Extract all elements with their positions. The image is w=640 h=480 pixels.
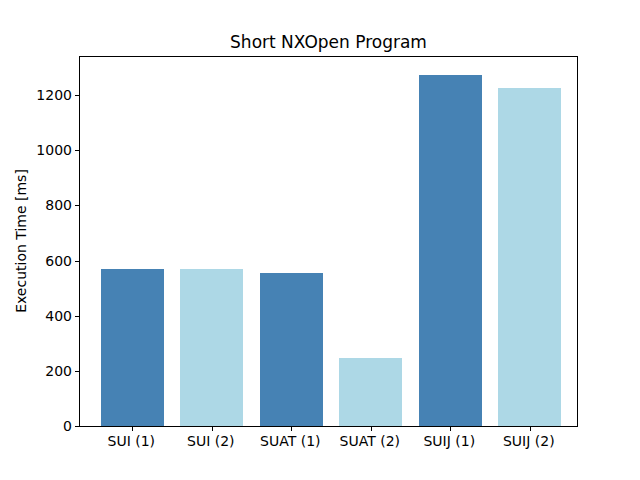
y-tick-mark bbox=[75, 316, 79, 317]
x-tick-label: SUAT (2) bbox=[325, 433, 415, 449]
x-tick-label: SUIJ (1) bbox=[404, 433, 494, 449]
y-tick-label: 1200 bbox=[32, 88, 72, 102]
x-tick-label: SUIJ (2) bbox=[484, 433, 574, 449]
x-tick-label: SUI (2) bbox=[166, 433, 256, 449]
x-tick-mark bbox=[530, 427, 531, 431]
x-tick-label: SUI (1) bbox=[86, 433, 176, 449]
bar-suij-2 bbox=[498, 88, 561, 426]
y-tick-label: 0 bbox=[32, 419, 72, 433]
y-tick-label: 1000 bbox=[32, 143, 72, 157]
bar-sui-2 bbox=[180, 269, 243, 426]
chart-title: Short NXOpen Program bbox=[80, 31, 577, 53]
x-tick-mark bbox=[291, 427, 292, 431]
x-tick-mark bbox=[450, 427, 451, 431]
x-tick-label: SUAT (1) bbox=[245, 433, 335, 449]
plot-area: 020040060080010001200 bbox=[79, 56, 578, 427]
y-tick-mark bbox=[75, 426, 79, 427]
y-tick-label: 800 bbox=[32, 198, 72, 212]
y-tick-mark bbox=[75, 150, 79, 151]
y-tick-label: 200 bbox=[32, 364, 72, 378]
x-tick-mark bbox=[371, 427, 372, 431]
figure: Short NXOpen Program Execution Time [ms]… bbox=[0, 0, 640, 480]
y-tick-label: 600 bbox=[32, 254, 72, 268]
bar-suat-2 bbox=[339, 358, 402, 426]
y-tick-mark bbox=[75, 95, 79, 96]
y-axis-label: Execution Time [ms] bbox=[13, 169, 29, 313]
bar-suat-1 bbox=[260, 273, 323, 426]
y-tick-label: 400 bbox=[32, 309, 72, 323]
x-tick-mark bbox=[132, 427, 133, 431]
bar-suij-1 bbox=[419, 75, 482, 426]
bar-sui-1 bbox=[101, 269, 164, 426]
y-tick-mark bbox=[75, 261, 79, 262]
y-tick-mark bbox=[75, 371, 79, 372]
x-tick-mark bbox=[212, 427, 213, 431]
y-tick-mark bbox=[75, 205, 79, 206]
